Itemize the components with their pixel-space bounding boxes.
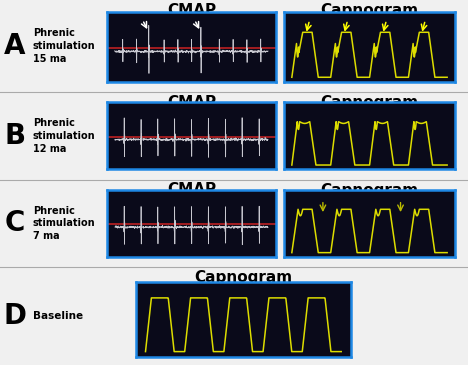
Text: CMAP: CMAP: [167, 182, 216, 197]
Text: A: A: [4, 32, 26, 60]
Text: CMAP: CMAP: [167, 95, 216, 110]
Text: Capnogram: Capnogram: [321, 182, 418, 197]
Text: Phrenic
stimulation
7 ma: Phrenic stimulation 7 ma: [33, 205, 95, 241]
Text: Capnogram: Capnogram: [194, 270, 292, 285]
Text: D: D: [3, 302, 27, 330]
Text: C: C: [5, 210, 25, 237]
Text: Phrenic
stimulation
15 ma: Phrenic stimulation 15 ma: [33, 28, 95, 64]
Text: B: B: [4, 122, 26, 150]
Text: CMAP: CMAP: [167, 3, 216, 18]
Text: Capnogram: Capnogram: [321, 3, 418, 18]
Text: Capnogram: Capnogram: [321, 95, 418, 110]
Text: Phrenic
stimulation
12 ma: Phrenic stimulation 12 ma: [33, 118, 95, 154]
Text: Baseline: Baseline: [33, 311, 83, 321]
